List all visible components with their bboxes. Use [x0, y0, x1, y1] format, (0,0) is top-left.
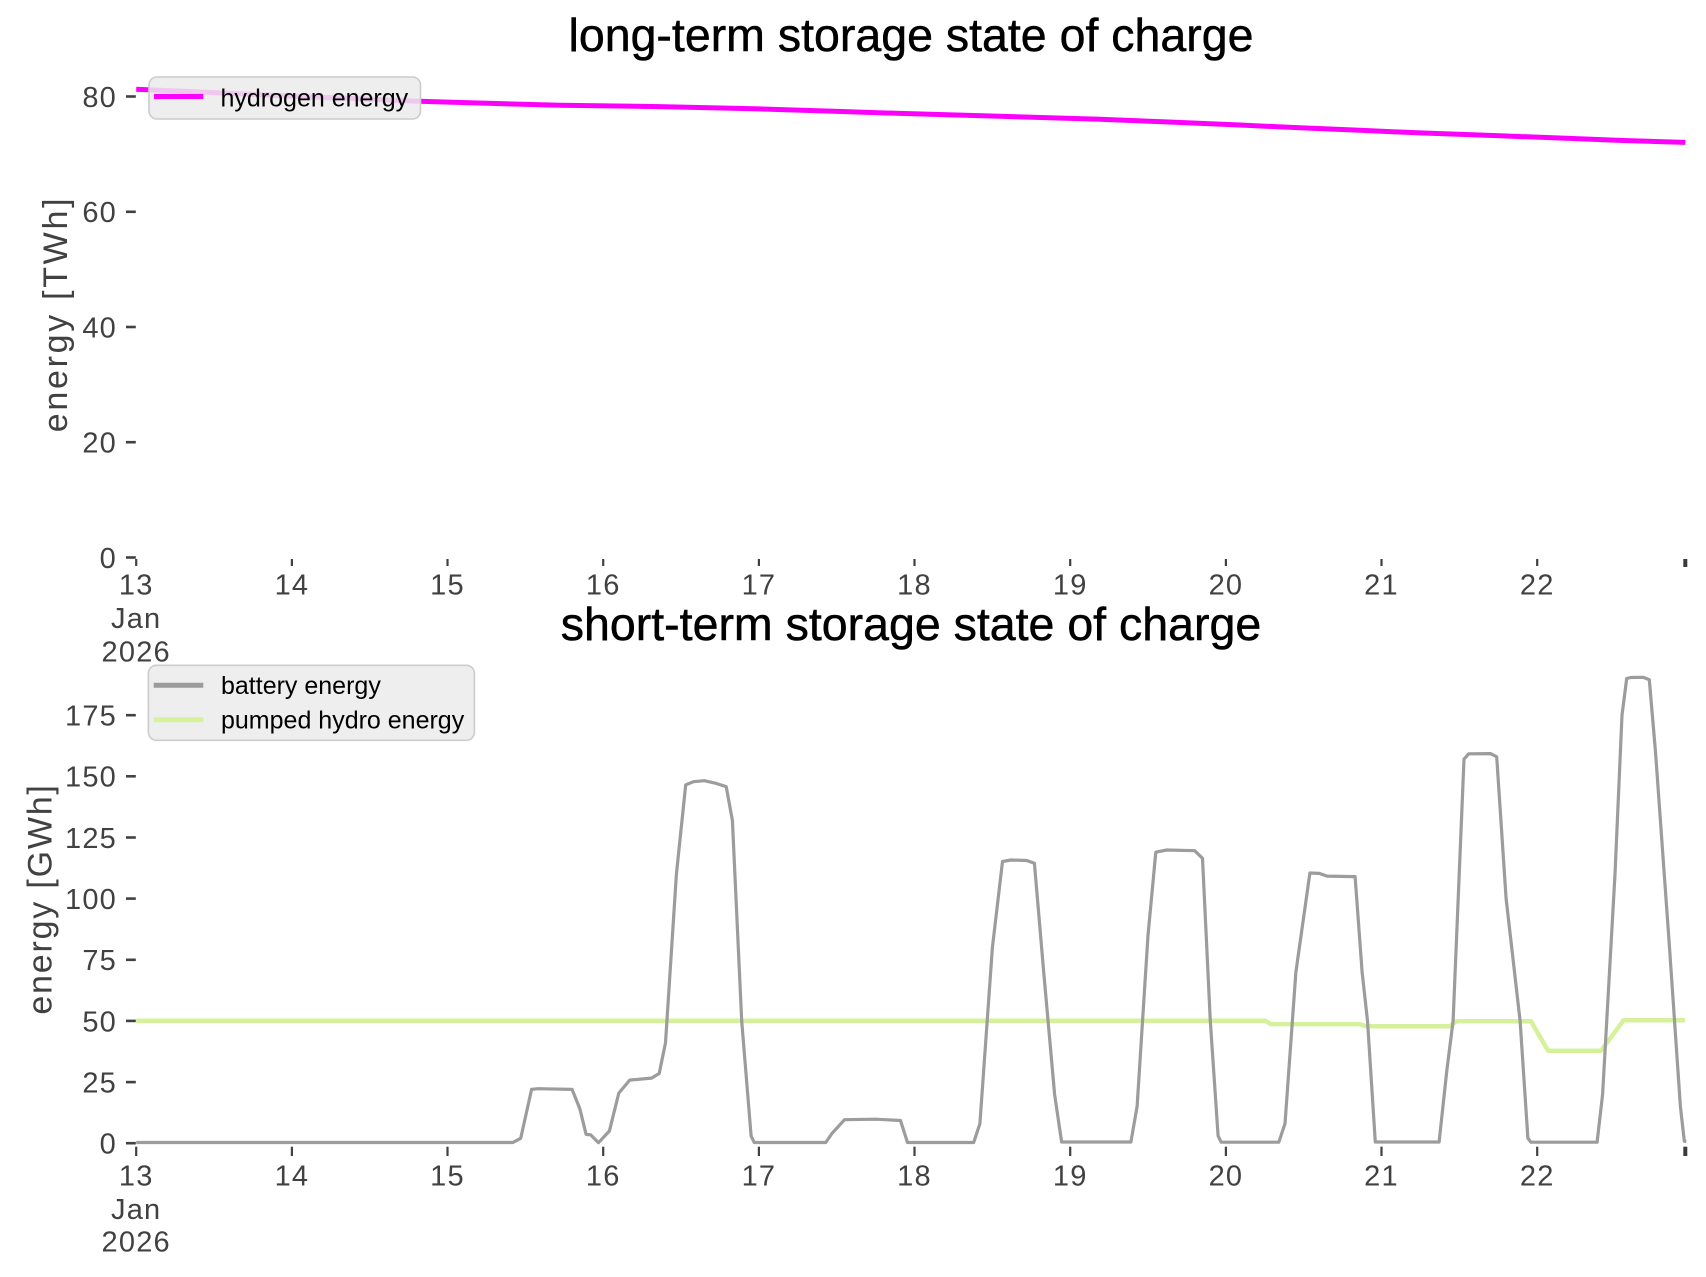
svg-text:20: 20	[1209, 570, 1244, 602]
svg-text:Jan: Jan	[111, 603, 161, 635]
svg-text:energy [TWh]: energy [TWh]	[37, 196, 75, 432]
svg-text:13: 13	[119, 570, 154, 602]
svg-text:14: 14	[275, 570, 310, 602]
svg-text:hydrogen energy: hydrogen energy	[221, 84, 409, 112]
svg-text:20: 20	[1209, 1161, 1244, 1193]
svg-text:40: 40	[82, 312, 117, 344]
svg-text:pumped hydro energy: pumped hydro energy	[221, 706, 465, 734]
svg-text:17: 17	[742, 1161, 777, 1193]
svg-text:21: 21	[1364, 570, 1399, 602]
svg-text:long-term storage state of cha: long-term storage state of charge	[569, 9, 1254, 61]
svg-text:16: 16	[586, 1161, 621, 1193]
svg-text:150: 150	[65, 762, 117, 794]
svg-text:60: 60	[82, 197, 117, 229]
svg-text:22: 22	[1520, 570, 1555, 602]
svg-text:50: 50	[82, 1006, 117, 1038]
svg-text:15: 15	[430, 1161, 465, 1193]
svg-text:0: 0	[100, 543, 117, 575]
svg-text:125: 125	[65, 823, 117, 855]
svg-text:17: 17	[742, 570, 777, 602]
svg-text:80: 80	[82, 82, 117, 114]
svg-text:20: 20	[82, 428, 117, 460]
svg-text:2026: 2026	[102, 636, 171, 668]
svg-text:175: 175	[65, 701, 117, 733]
svg-text:22: 22	[1520, 1161, 1555, 1193]
svg-text:14: 14	[275, 1161, 310, 1193]
svg-text:13: 13	[119, 1161, 154, 1193]
svg-text:21: 21	[1364, 1161, 1399, 1193]
svg-text:Jan: Jan	[111, 1194, 161, 1226]
svg-text:15: 15	[430, 570, 465, 602]
svg-text:16: 16	[586, 570, 621, 602]
svg-text:19: 19	[1053, 570, 1088, 602]
svg-text:energy [GWh]: energy [GWh]	[21, 783, 59, 1014]
svg-text:18: 18	[897, 1161, 932, 1193]
svg-text:0: 0	[100, 1129, 117, 1161]
svg-text:18: 18	[897, 570, 932, 602]
svg-text:battery energy: battery energy	[221, 672, 381, 700]
svg-text:2026: 2026	[102, 1227, 171, 1259]
svg-text:25: 25	[82, 1068, 117, 1100]
svg-text:75: 75	[82, 945, 117, 977]
svg-text:short-term storage state of ch: short-term storage state of charge	[561, 598, 1261, 650]
svg-text:19: 19	[1053, 1161, 1088, 1193]
svg-text:100: 100	[65, 884, 117, 916]
